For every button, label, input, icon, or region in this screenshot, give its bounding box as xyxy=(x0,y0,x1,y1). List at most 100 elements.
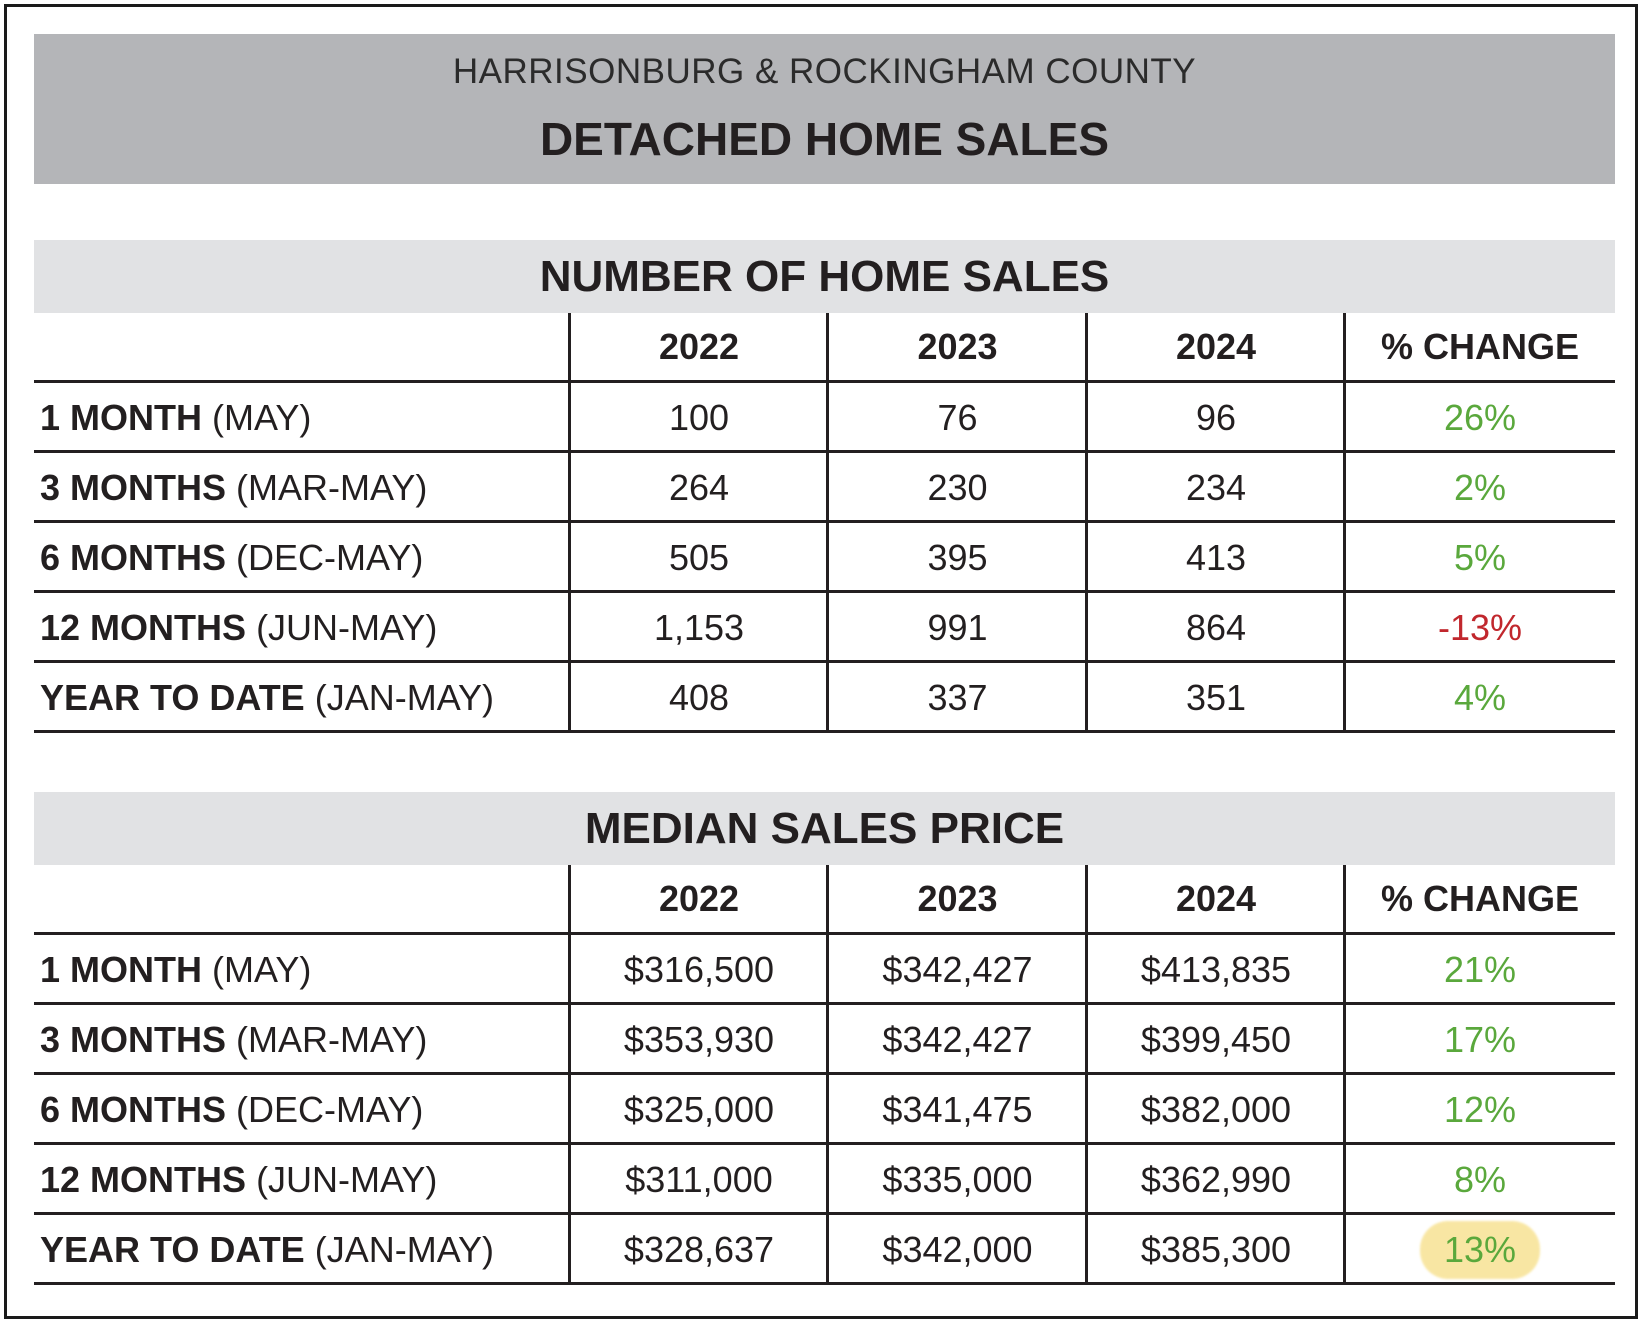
table-cell: 96 xyxy=(1195,397,1237,438)
column-divider xyxy=(1085,313,1088,733)
row-label-name: 6 MONTHS xyxy=(40,1089,227,1130)
column-header: 2023 xyxy=(917,878,998,919)
highlight-mark xyxy=(1420,1221,1540,1279)
row-label-name: 1 MONTH xyxy=(40,397,202,438)
table-cell: 100 xyxy=(668,397,730,438)
table-cell: $385,300 xyxy=(1140,1229,1292,1270)
row-divider xyxy=(34,1212,1615,1215)
table-cell: 351 xyxy=(1185,677,1247,718)
table-cell: 1,153 xyxy=(653,607,745,648)
row-label-period: (MAR-MAY) xyxy=(236,1019,428,1060)
row-label-period: (JAN-MAY) xyxy=(314,1229,495,1270)
row-divider xyxy=(34,660,1615,663)
column-header: 2023 xyxy=(917,326,998,367)
table-cell: $342,427 xyxy=(882,1019,1033,1060)
row-label: 1 MONTH (MAY) xyxy=(40,935,570,1005)
report-subtitle: HARRISONBURG & ROCKINGHAM COUNTY xyxy=(452,52,1197,91)
column-divider xyxy=(568,865,571,1285)
table-cell: 505 xyxy=(668,537,730,578)
column-divider xyxy=(568,313,571,733)
row-divider xyxy=(34,520,1615,523)
row-label: 6 MONTHS (DEC-MAY) xyxy=(40,523,570,593)
row-label-name: 3 MONTHS xyxy=(40,1019,227,1060)
percent-change-cell: 2% xyxy=(1453,467,1507,508)
percent-change-cell: 21% xyxy=(1443,949,1517,990)
table-cell: 264 xyxy=(668,467,730,508)
row-label: 3 MONTHS (MAR-MAY) xyxy=(40,1005,570,1075)
row-label-period: (DEC-MAY) xyxy=(236,537,424,578)
percent-change-cell: 26% xyxy=(1443,397,1517,438)
table-cell: $413,835 xyxy=(1140,949,1292,990)
table-cell: $342,427 xyxy=(882,949,1033,990)
column-header: % CHANGE xyxy=(1380,326,1580,367)
percent-change-cell: 12% xyxy=(1443,1089,1517,1130)
table-cell: $353,930 xyxy=(623,1019,775,1060)
column-header: 2022 xyxy=(658,878,740,919)
table-cell: 864 xyxy=(1185,607,1247,648)
row-label-period: (MAY) xyxy=(212,397,312,438)
table-cell: 230 xyxy=(927,467,988,508)
section-title: MEDIAN SALES PRICE xyxy=(34,792,1615,865)
row-divider xyxy=(34,380,1615,383)
row-label: YEAR TO DATE (JAN-MAY) xyxy=(40,663,570,733)
row-label-name: 12 MONTHS xyxy=(40,1159,247,1200)
percent-change-cell: 4% xyxy=(1453,677,1507,718)
row-label: 6 MONTHS (DEC-MAY) xyxy=(40,1075,570,1145)
row-label-name: YEAR TO DATE xyxy=(40,677,305,718)
row-label: 12 MONTHS (JUN-MAY) xyxy=(40,593,570,663)
row-divider xyxy=(34,590,1615,593)
column-header: % CHANGE xyxy=(1380,878,1580,919)
row-divider xyxy=(34,450,1615,453)
table-cell: $341,475 xyxy=(882,1089,1033,1130)
percent-change-cell: 13% xyxy=(1443,1229,1517,1270)
row-label: 1 MONTH (MAY) xyxy=(40,383,570,453)
table-cell: $399,450 xyxy=(1140,1019,1292,1060)
table-cell: 395 xyxy=(927,537,988,578)
column-divider xyxy=(826,313,829,733)
table-bottom-border xyxy=(34,1282,1615,1285)
table-cell: 991 xyxy=(927,607,988,648)
row-label: YEAR TO DATE (JAN-MAY) xyxy=(40,1215,570,1285)
row-label-name: YEAR TO DATE xyxy=(40,1229,305,1270)
percent-change-cell: 17% xyxy=(1443,1019,1517,1060)
column-divider xyxy=(1343,865,1346,1285)
table-cell: 337 xyxy=(927,677,988,718)
row-label-period: (MAY) xyxy=(212,949,312,990)
table-cell: $311,000 xyxy=(625,1159,773,1200)
row-label: 12 MONTHS (JUN-MAY) xyxy=(40,1145,570,1215)
column-divider xyxy=(826,865,829,1285)
row-label-name: 6 MONTHS xyxy=(40,537,227,578)
row-divider xyxy=(34,1002,1615,1005)
table-cell: $316,500 xyxy=(623,949,775,990)
row-label: 3 MONTHS (MAR-MAY) xyxy=(40,453,570,523)
row-divider xyxy=(34,932,1615,935)
row-label-period: (JUN-MAY) xyxy=(256,1159,438,1200)
section-title: NUMBER OF HOME SALES xyxy=(34,240,1615,313)
row-label-period: (DEC-MAY) xyxy=(236,1089,424,1130)
table-cell: $362,990 xyxy=(1140,1159,1292,1200)
table-cell: 413 xyxy=(1185,537,1247,578)
percent-change-cell: 5% xyxy=(1453,537,1507,578)
row-label-name: 12 MONTHS xyxy=(40,607,247,648)
column-divider xyxy=(1085,865,1088,1285)
table-cell: 234 xyxy=(1185,467,1247,508)
column-header: 2024 xyxy=(1175,878,1257,919)
table-bottom-border xyxy=(34,730,1615,733)
row-divider xyxy=(34,1072,1615,1075)
column-header: 2022 xyxy=(658,326,740,367)
row-label-name: 3 MONTHS xyxy=(40,467,227,508)
report-title: DETACHED HOME SALES xyxy=(539,113,1110,165)
row-label-period: (JAN-MAY) xyxy=(314,677,495,718)
percent-change-cell: -13% xyxy=(1437,607,1523,648)
row-label-period: (MAR-MAY) xyxy=(236,467,428,508)
row-label-period: (JUN-MAY) xyxy=(256,607,438,648)
column-divider xyxy=(1343,313,1346,733)
row-divider xyxy=(34,1142,1615,1145)
row-label-name: 1 MONTH xyxy=(40,949,202,990)
table-cell: $382,000 xyxy=(1140,1089,1292,1130)
main-header: HARRISONBURG & ROCKINGHAM COUNTY DETACHE… xyxy=(34,34,1615,184)
table-cell: $328,637 xyxy=(623,1229,775,1270)
column-header: 2024 xyxy=(1175,326,1257,367)
percent-change-cell: 8% xyxy=(1453,1159,1507,1200)
table-cell: 76 xyxy=(937,397,978,438)
